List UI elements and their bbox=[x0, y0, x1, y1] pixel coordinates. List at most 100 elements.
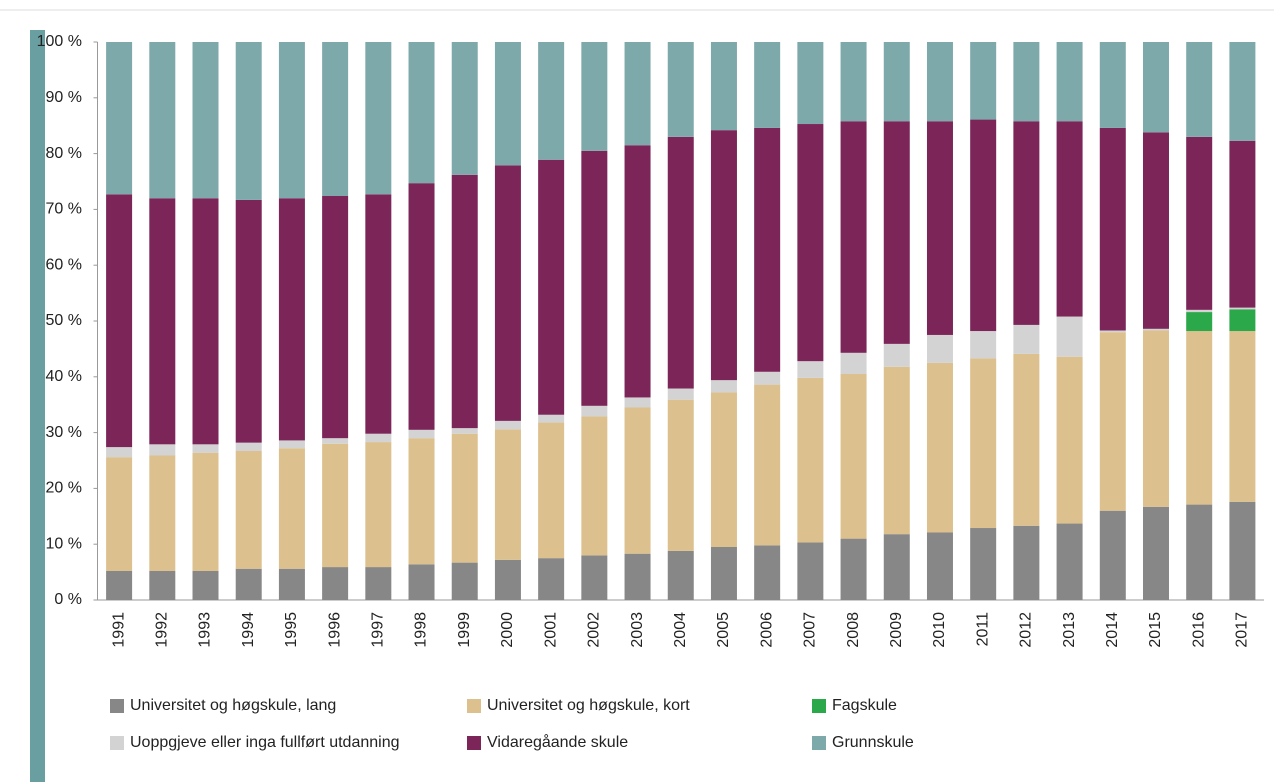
bar-segment bbox=[1186, 504, 1213, 600]
bar-segment bbox=[451, 562, 478, 600]
bar-segment bbox=[278, 568, 305, 600]
bar-segment bbox=[494, 559, 521, 600]
bar-segment bbox=[926, 532, 953, 600]
bar-segment bbox=[1142, 506, 1169, 600]
bar-segment bbox=[278, 448, 305, 569]
x-tick-label: 2006 bbox=[758, 612, 775, 648]
y-tick-label: 10 % bbox=[46, 535, 82, 552]
bar-segment bbox=[106, 42, 133, 195]
bar-segment bbox=[624, 42, 651, 146]
bar-segment bbox=[1099, 127, 1126, 331]
x-tick-label: 1995 bbox=[283, 612, 300, 648]
bar-segment bbox=[667, 550, 694, 600]
bar-segment bbox=[1056, 523, 1083, 600]
bar-segment bbox=[538, 42, 565, 160]
bar-segment bbox=[278, 440, 305, 449]
y-tick-label: 20 % bbox=[46, 480, 82, 497]
bar-segment bbox=[494, 165, 521, 421]
bar-segment bbox=[322, 438, 349, 444]
bar-segment bbox=[1056, 316, 1083, 357]
bar-segment bbox=[322, 567, 349, 600]
bar-segment bbox=[797, 377, 824, 543]
bar-segment bbox=[1142, 328, 1169, 331]
bar-segment bbox=[840, 121, 867, 353]
bar-segment bbox=[451, 42, 478, 175]
x-tick-label: 2016 bbox=[1190, 612, 1207, 648]
bar-segment bbox=[1229, 42, 1256, 141]
x-tick-label: 2014 bbox=[1104, 612, 1121, 648]
bar-segment bbox=[235, 442, 262, 452]
bar-segment bbox=[451, 428, 478, 434]
bar-segment bbox=[797, 542, 824, 600]
bar-segment bbox=[840, 538, 867, 600]
bar-segment bbox=[883, 121, 910, 344]
x-tick-label: 2000 bbox=[499, 612, 516, 648]
bar-segment bbox=[840, 352, 867, 375]
x-tick-label: 1999 bbox=[456, 612, 473, 648]
bar-segment bbox=[408, 429, 435, 439]
x-tick-label: 2017 bbox=[1234, 612, 1251, 648]
bar-segment bbox=[797, 124, 824, 362]
x-tick-label: 1996 bbox=[326, 612, 343, 648]
bar-segment bbox=[365, 433, 392, 443]
x-tick-label: 2002 bbox=[586, 612, 603, 648]
bar-segment bbox=[149, 444, 176, 456]
bar-segment bbox=[970, 528, 997, 600]
bar-segment bbox=[1186, 42, 1213, 137]
bar-segment bbox=[926, 362, 953, 533]
x-tick-label: 2005 bbox=[715, 612, 732, 648]
bar-segment bbox=[365, 442, 392, 568]
bar-segment bbox=[624, 407, 651, 554]
bar-segment bbox=[106, 194, 133, 448]
bar-segment bbox=[926, 334, 953, 363]
y-tick-label: 100 % bbox=[37, 33, 82, 50]
bar-segment bbox=[1056, 356, 1083, 524]
y-tick-label: 90 % bbox=[46, 89, 82, 106]
bar-segment bbox=[235, 568, 262, 600]
legend-swatch bbox=[110, 699, 124, 713]
bar-segment bbox=[1099, 42, 1126, 128]
bar-segment bbox=[1229, 501, 1256, 600]
x-tick-label: 2013 bbox=[1061, 612, 1078, 648]
bar-segment bbox=[797, 42, 824, 125]
bar-segment bbox=[883, 42, 910, 122]
legend-label: Vidaregåande skule bbox=[487, 733, 628, 751]
legend-swatch bbox=[812, 699, 826, 713]
bar-segment bbox=[538, 414, 565, 423]
bar-segment bbox=[538, 558, 565, 600]
bar-segment bbox=[192, 444, 219, 453]
bar-segment bbox=[322, 42, 349, 197]
bar-segment bbox=[667, 42, 694, 137]
bar-segment bbox=[149, 455, 176, 571]
y-tick-label: 70 % bbox=[46, 201, 82, 218]
y-tick-label: 40 % bbox=[46, 368, 82, 385]
bar-segment bbox=[754, 545, 781, 600]
bar-segment bbox=[149, 570, 176, 600]
bar-segment bbox=[667, 388, 694, 400]
x-tick-label: 2011 bbox=[974, 612, 991, 647]
bar-segment bbox=[883, 343, 910, 367]
bar-segment bbox=[235, 42, 262, 200]
legend-label: Universitet og høgskule, lang bbox=[130, 697, 336, 714]
bar-segment bbox=[1013, 525, 1040, 600]
bar-segment bbox=[1013, 324, 1040, 354]
bar-segment bbox=[926, 42, 953, 122]
bar-segment bbox=[278, 198, 305, 441]
y-tick-label: 60 % bbox=[46, 256, 82, 273]
bar-segment bbox=[1099, 510, 1126, 600]
bar-segment bbox=[1229, 140, 1256, 308]
x-tick-label: 1993 bbox=[197, 612, 214, 648]
bar-segment bbox=[235, 199, 262, 443]
bar-segment bbox=[710, 392, 737, 547]
bar-segment bbox=[106, 570, 133, 600]
y-tick-label: 0 % bbox=[54, 591, 82, 608]
bar-segment bbox=[278, 42, 305, 199]
bar-segment bbox=[408, 183, 435, 430]
x-tick-label: 1994 bbox=[240, 612, 257, 648]
bar-segment bbox=[235, 451, 262, 569]
legend-label: Fagskule bbox=[832, 697, 897, 714]
bar-segment bbox=[538, 159, 565, 415]
legend-label: Grunnskule bbox=[832, 734, 914, 751]
bar-segment bbox=[451, 174, 478, 429]
